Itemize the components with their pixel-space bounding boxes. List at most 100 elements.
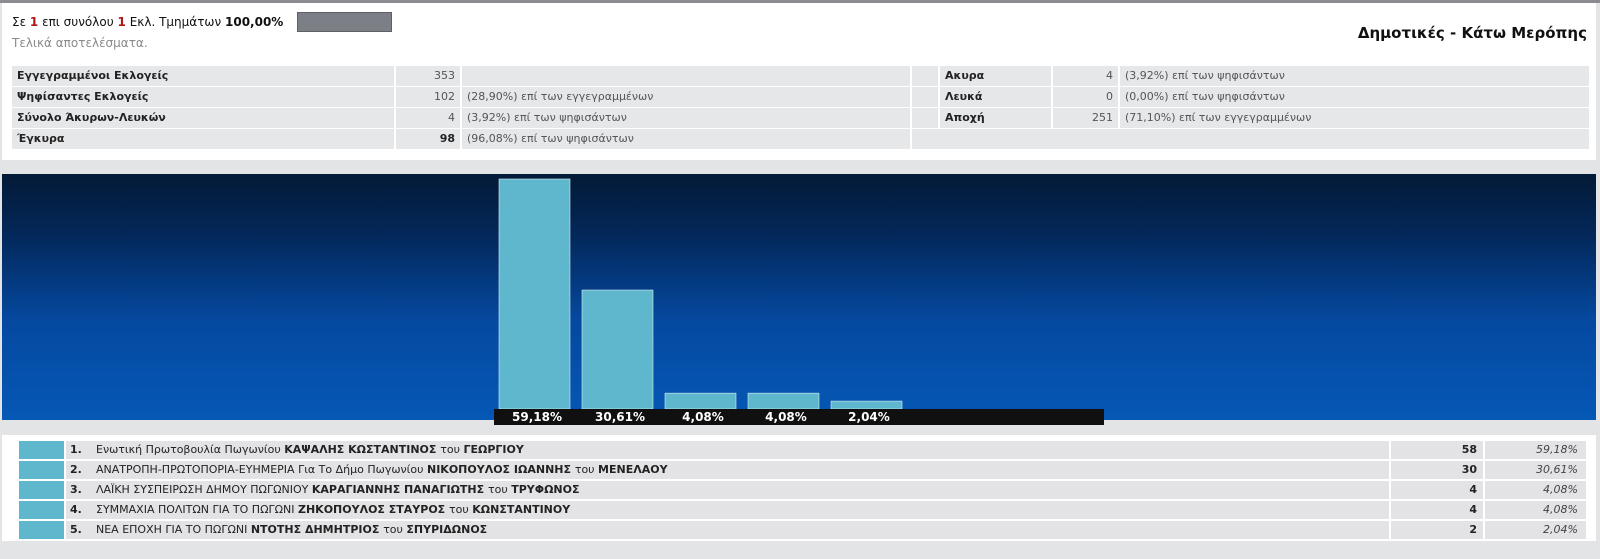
registered-note (462, 66, 912, 86)
blank-value: 0 (1053, 87, 1120, 107)
progress-suffix: Εκλ. Τμημάτων (129, 15, 222, 29)
result-percent: 30,61% (1485, 461, 1586, 479)
chart-data-label-4: 4,08% (765, 410, 807, 424)
result-percent: 4,08% (1485, 481, 1586, 499)
result-name: 4. ΣΥΜΜΑΧΙΑ ΠΟΛΙΤΩΝ ΓΙΑ ΤΟ ΠΩΓΩΝΙ ΖΗΚΟΠΟΥ… (66, 501, 1391, 519)
result-rank: 5. (70, 523, 82, 536)
result-row: 2. ΑΝΑΤΡΟΠΗ-ΠΡΩΤΟΠΟΡΙΑ-ΕΥΗΜΕΡΙΑ Για Το Δή… (19, 461, 1586, 479)
chart-data-label-3: 4,08% (682, 410, 724, 424)
result-votes: 58 (1391, 441, 1485, 459)
result-candidate: ΚΑΡΑΓΙΑΝΝΗΣ ΠΑΝΑΓΙΩΤΗΣ (311, 483, 488, 496)
result-row: 1. Ενωτική Πρωτοβουλία Πωγωνίου ΚΑΨΑΛΗΣ Κ… (19, 441, 1586, 459)
abstention-note: (71,10%) επί των εγγεγραμμένων (1120, 108, 1589, 128)
result-votes: 30 (1391, 461, 1485, 479)
registered-label: Εγγεγραμμένοι Εκλογείς (12, 66, 396, 86)
result-row: 4. ΣΥΜΜΑΧΙΑ ΠΟΛΙΤΩΝ ΓΙΑ ΤΟ ΠΩΓΩΝΙ ΖΗΚΟΠΟΥ… (19, 501, 1586, 519)
progress-prefix: Σε (12, 15, 27, 29)
result-father-prefix: του (383, 523, 407, 536)
result-votes: 4 (1391, 501, 1485, 519)
result-rank: 2. (70, 463, 82, 476)
result-party: ΣΥΜΜΑΧΙΑ ΠΟΛΙΤΩΝ ΓΙΑ ΤΟ ΠΩΓΩΝΙ (96, 503, 298, 516)
stats-separator (912, 87, 940, 107)
result-color-swatch (19, 481, 66, 499)
result-votes: 4 (1391, 481, 1485, 499)
stats-separator (912, 66, 940, 86)
result-party: ΑΝΑΤΡΟΠΗ-ΠΡΩΤΟΠΟΡΙΑ-ΕΥΗΜΕΡΙΑ Για Το Δήμο… (96, 463, 427, 476)
abstention-label: Αποχή (940, 108, 1053, 128)
blank-note: (0,00%) επί των ψηφισάντων (1120, 87, 1589, 107)
result-father-name: ΜΕΝΕΛΑΟΥ (598, 463, 668, 476)
result-party: ΝΕΑ ΕΠΟΧΗ ΓΙΑ ΤΟ ΠΩΓΩΝΙ (96, 523, 251, 536)
valid-note: (96,08%) επί των ψηφισάντων (462, 129, 912, 149)
result-candidate: ΝΤΟΤΗΣ ΔΗΜΗΤΡΙΟΣ (250, 523, 384, 536)
top-border (0, 0, 1600, 3)
chart-bar-4 (747, 392, 820, 410)
page-title: Δημοτικές - Κάτω Μερόπης (1357, 24, 1587, 42)
chart-bar-3 (664, 392, 737, 410)
result-father-name: ΣΠΥΡΙΔΩΝΟΣ (406, 523, 488, 536)
blank-label: Λευκά (940, 87, 1053, 107)
chart-canvas (498, 178, 903, 410)
chart-label-strip (494, 409, 1104, 425)
result-party: Ενωτική Πρωτοβουλία Πωγωνίου (96, 443, 285, 456)
result-name: 1. Ενωτική Πρωτοβουλία Πωγωνίου ΚΑΨΑΛΗΣ Κ… (66, 441, 1391, 459)
chart-bar-1 (498, 178, 571, 410)
voted-value: 102 (396, 87, 462, 107)
result-percent: 2,04% (1485, 521, 1586, 539)
valid-label: Έγκυρα (12, 129, 396, 149)
chart-data-label-5: 2,04% (848, 410, 890, 424)
stats-row: Εγγεγραμμένοι Εκλογείς 353 Ακυρα 4 (3,92… (12, 66, 1589, 87)
results-bar-chart (2, 174, 1596, 420)
progress-done-count: 1 (29, 15, 39, 29)
result-father-name: ΓΕΩΡΓΙΟΥ (463, 443, 524, 456)
progress-line: Σε 1 επι συνόλου 1 Εκλ. Τμημάτων 100,00% (12, 15, 283, 29)
status-text: Τελικά αποτελέσματα. (12, 36, 148, 50)
stats-row: Σύνολο Άκυρων-Λευκών 4 (3,92%) επί των ψ… (12, 108, 1589, 129)
result-row: 3. ΛΑΪΚΗ ΣΥΣΠΕΙΡΩΣΗ ΔΗΜΟΥ ΠΩΓΩΝΙΟΥ ΚΑΡΑΓΙ… (19, 481, 1586, 499)
abstention-value: 251 (1053, 108, 1120, 128)
invalid-value: 4 (1053, 66, 1120, 86)
result-father-prefix: του (487, 483, 512, 496)
stats-empty-cell (912, 129, 1589, 149)
result-father-name: ΚΩΝΣΤΑΝΤΙΝΟΥ (472, 503, 571, 516)
result-color-swatch (19, 501, 66, 519)
stats-row: Έγκυρα 98 (96,08%) επί των ψηφισάντων (12, 129, 1589, 150)
invalid-blank-value: 4 (396, 108, 462, 128)
result-father-prefix: του (440, 443, 464, 456)
result-rank: 1. (70, 443, 82, 456)
result-percent: 59,18% (1485, 441, 1586, 459)
result-rank: 4. (70, 503, 82, 516)
results-table: 1. Ενωτική Πρωτοβουλία Πωγωνίου ΚΑΨΑΛΗΣ Κ… (2, 435, 1596, 541)
invalid-blank-label: Σύνολο Άκυρων-Λευκών (12, 108, 396, 128)
progress-bar (297, 12, 392, 32)
result-candidate: ΝΙΚΟΠΟΥΛΟΣ ΙΩΑΝΝΗΣ (427, 463, 575, 476)
stats-table: Εγγεγραμμένοι Εκλογείς 353 Ακυρα 4 (3,92… (12, 66, 1589, 150)
progress-total-count: 1 (117, 15, 126, 29)
result-father-prefix: του (574, 463, 599, 476)
chart-bar-5 (830, 400, 903, 410)
progress-middle-text: επι συνόλου (42, 15, 114, 29)
result-color-swatch (19, 461, 66, 479)
chart-data-label-1: 59,18% (512, 410, 562, 424)
voted-note: (28,90%) επί των εγγεγραμμένων (462, 87, 912, 107)
result-votes: 2 (1391, 521, 1485, 539)
result-name: 5. ΝΕΑ ΕΠΟΧΗ ΓΙΑ ΤΟ ΠΩΓΩΝΙ ΝΤΟΤΗΣ ΔΗΜΗΤΡΙ… (66, 521, 1391, 539)
invalid-blank-note: (3,92%) επί των ψηφισάντων (462, 108, 912, 128)
result-candidate: ΖΗΚΟΠΟΥΛΟΣ ΣΤΑΥΡΟΣ (297, 503, 450, 516)
result-name: 3. ΛΑΪΚΗ ΣΥΣΠΕΙΡΩΣΗ ΔΗΜΟΥ ΠΩΓΩΝΙΟΥ ΚΑΡΑΓΙ… (66, 481, 1391, 499)
result-party: ΛΑΪΚΗ ΣΥΣΠΕΙΡΩΣΗ ΔΗΜΟΥ ΠΩΓΩΝΙΟΥ (96, 483, 312, 496)
registered-value: 353 (396, 66, 462, 86)
result-name: 2. ΑΝΑΤΡΟΠΗ-ΠΡΩΤΟΠΟΡΙΑ-ΕΥΗΜΕΡΙΑ Για Το Δή… (66, 461, 1391, 479)
result-color-swatch (19, 521, 66, 539)
progress-percent: 100,00% (225, 15, 284, 29)
result-father-name: ΤΡΥΦΩΝΟΣ (511, 483, 580, 496)
invalid-note: (3,92%) επί των ψηφισάντων (1120, 66, 1589, 86)
result-candidate: ΚΑΨΑΛΗΣ ΚΩΣΤΑΝΤΙΝΟΣ (284, 443, 441, 456)
result-row: 5. ΝΕΑ ΕΠΟΧΗ ΓΙΑ ΤΟ ΠΩΓΩΝΙ ΝΤΟΤΗΣ ΔΗΜΗΤΡΙ… (19, 521, 1586, 539)
summary-panel: Σε 1 επι συνόλου 1 Εκλ. Τμημάτων 100,00%… (2, 3, 1596, 160)
stats-separator (912, 108, 940, 128)
result-rank: 3. (70, 483, 82, 496)
valid-value: 98 (396, 129, 462, 149)
result-color-swatch (19, 441, 66, 459)
result-father-prefix: του (449, 503, 473, 516)
